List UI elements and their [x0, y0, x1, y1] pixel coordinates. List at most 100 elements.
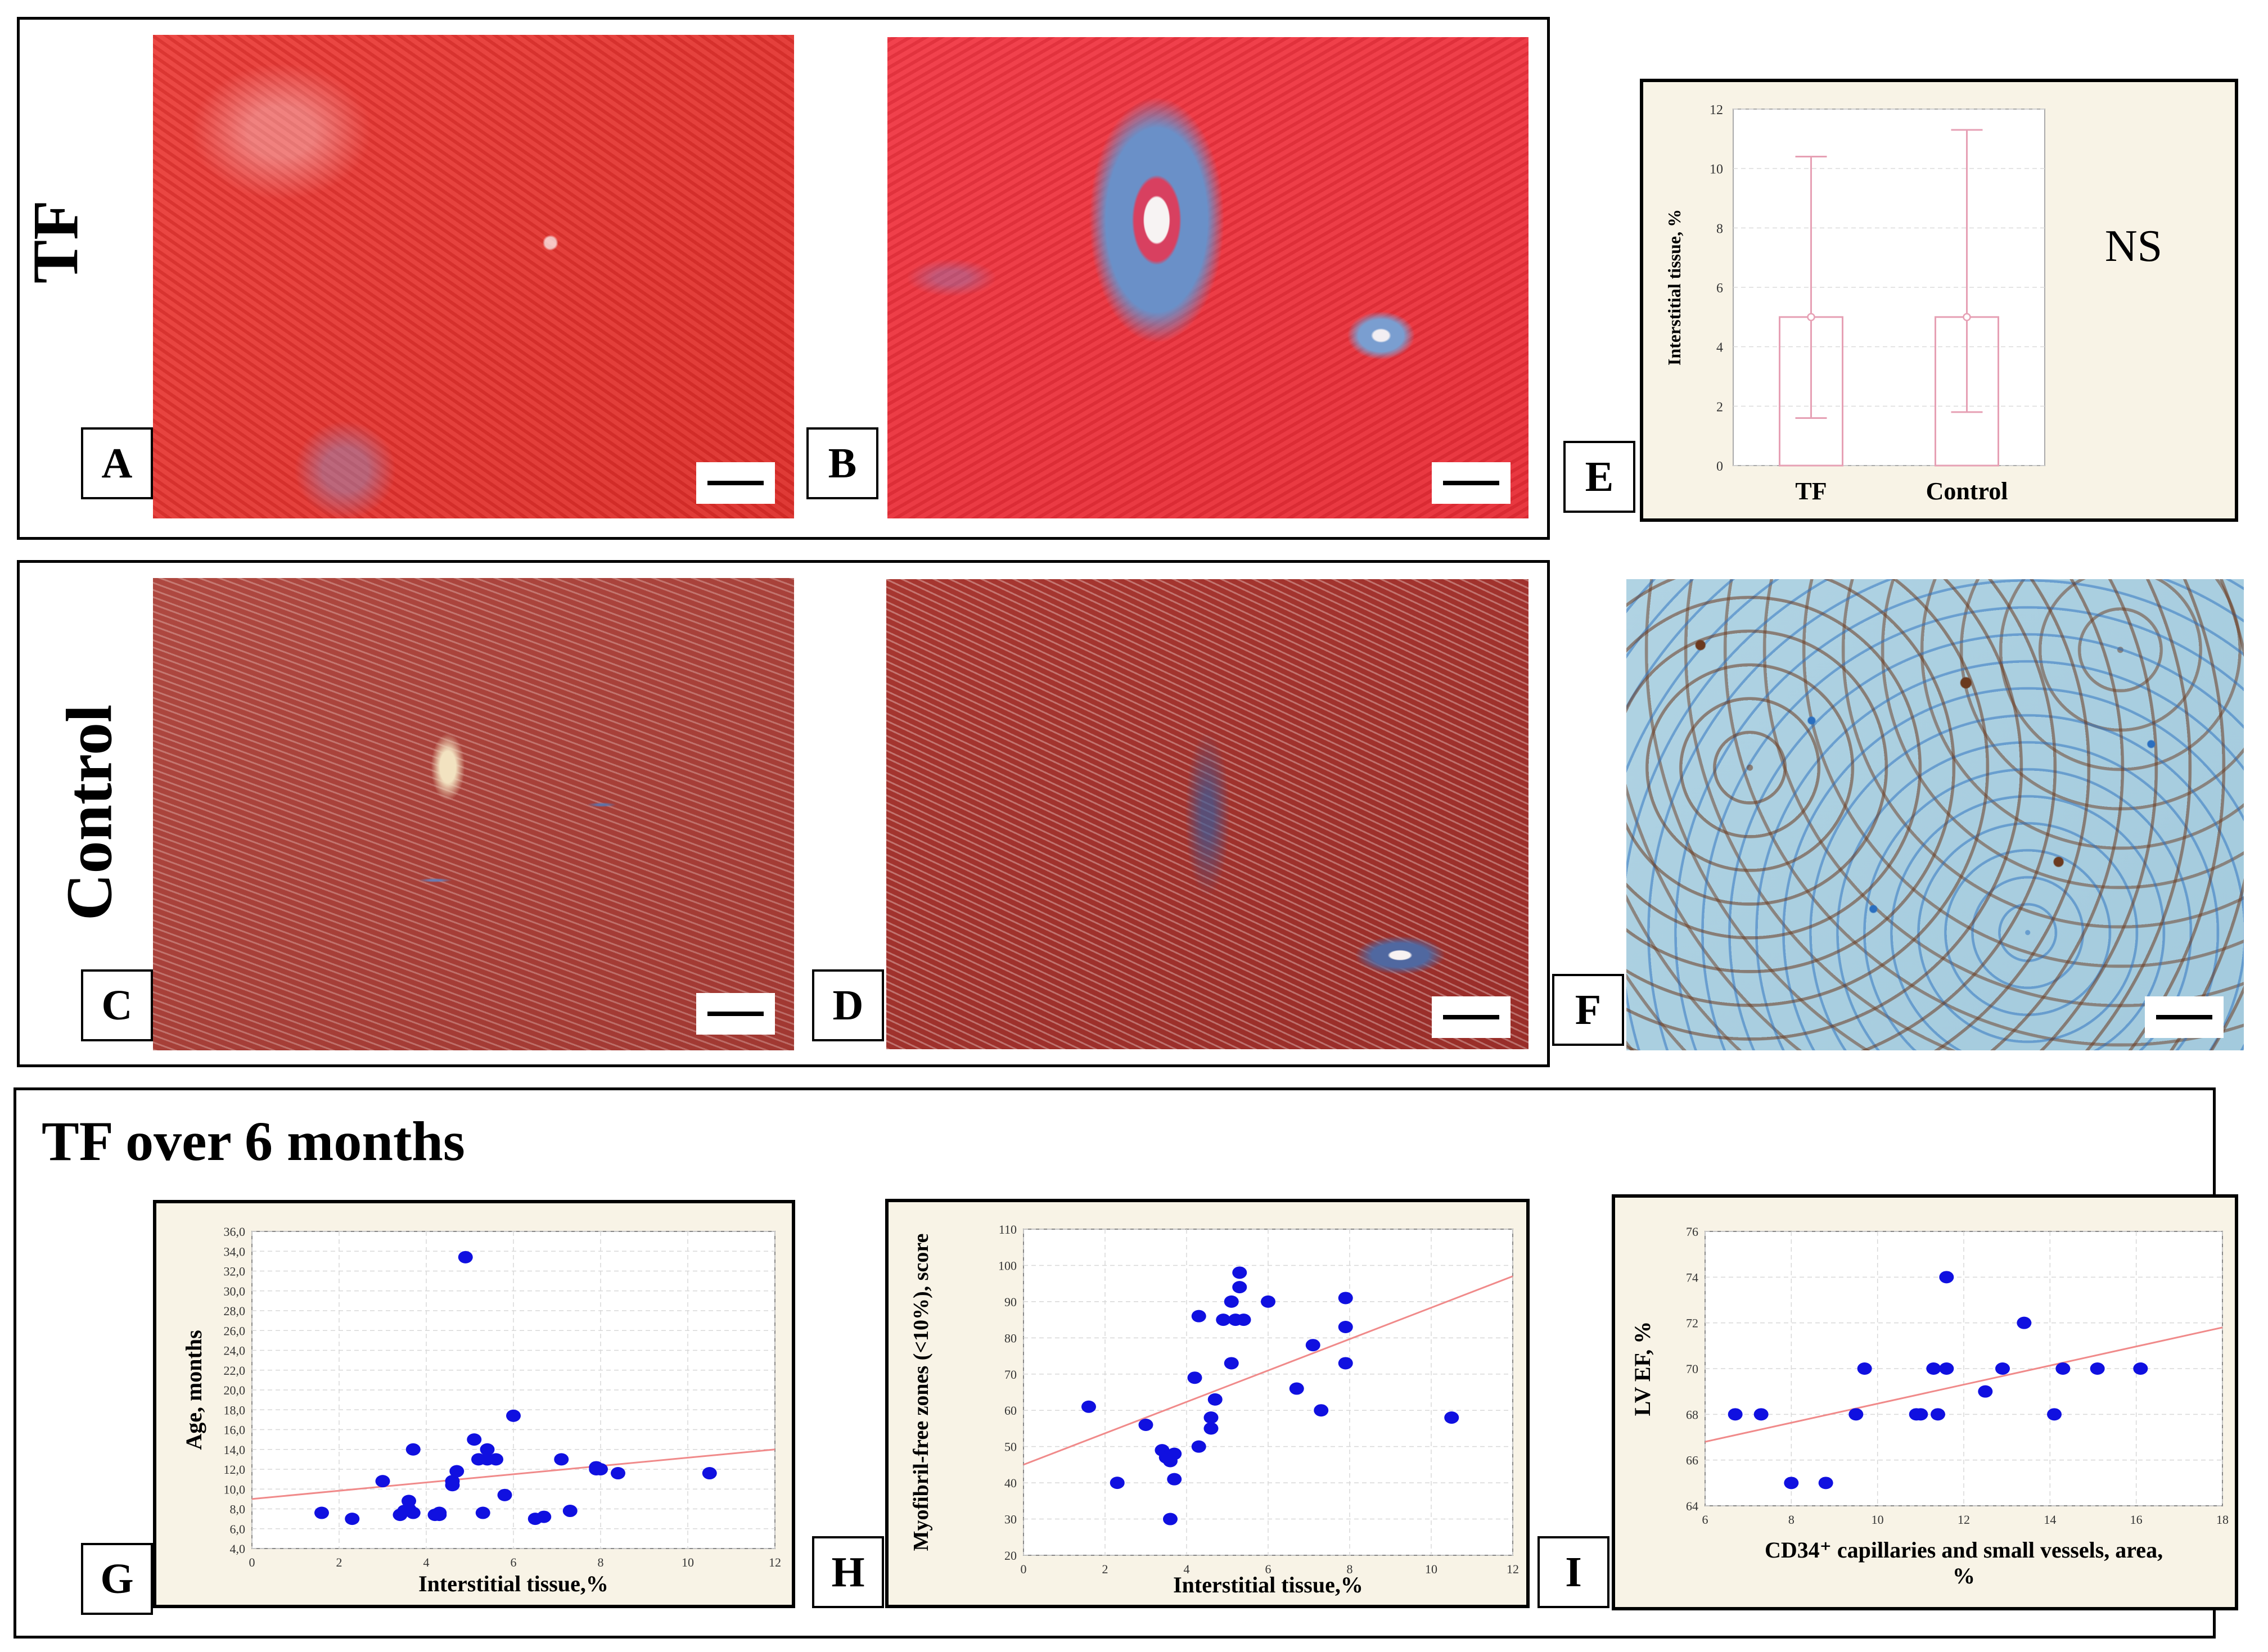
panel-e-y-axis-label: Interstitial tissue, % — [1664, 209, 1684, 365]
panel-i-xtick-label: 10 — [1872, 1513, 1884, 1527]
panel-e-ytick-label: 0 — [1716, 459, 1723, 474]
panel-g-data-point — [702, 1467, 717, 1480]
panel-g-ytick-label: 22,0 — [224, 1364, 246, 1378]
panel-g-xtick-label: 4 — [423, 1555, 430, 1569]
panel-i-data-point — [1848, 1408, 1864, 1421]
panel-g-xtick-label: 10 — [682, 1555, 694, 1569]
panel-label-a: A — [81, 427, 153, 499]
panel-g-data-point — [449, 1465, 465, 1478]
panel-g-ytick-label: 24,0 — [224, 1344, 246, 1358]
panel-g-data-point — [489, 1453, 503, 1466]
panel-g-ytick-label: 18,0 — [224, 1403, 246, 1417]
panel-i-data-point — [2133, 1362, 2148, 1375]
panel-label-g: G — [81, 1543, 153, 1615]
panel-g-data-point — [611, 1467, 625, 1480]
panel-h-data-point — [1289, 1382, 1304, 1395]
panel-i-data-point — [1939, 1271, 1954, 1284]
panel-g-data-point — [497, 1488, 512, 1501]
panel-i-data-point — [2055, 1362, 2071, 1375]
panel-i-y-axis-label: LV EF, % — [1630, 1321, 1655, 1416]
panel-i-xtick-label: 16 — [2130, 1513, 2143, 1527]
panel-h-xtick-label: 0 — [1021, 1562, 1027, 1576]
panel-g-ytick-label: 16,0 — [224, 1423, 246, 1437]
panel-e-median-marker — [1807, 313, 1815, 322]
panel-i-xtick-label: 8 — [1788, 1513, 1794, 1527]
panel-h-data-point — [1207, 1393, 1223, 1406]
panel-g-ytick-label: 28,0 — [224, 1304, 246, 1318]
scale-bar-b — [1432, 462, 1511, 504]
panel-label-i: I — [1537, 1536, 1609, 1608]
panel-i-xtick-label: 18 — [2216, 1513, 2229, 1527]
panel-h-data-point — [1163, 1513, 1178, 1525]
panel-i-data-point — [1913, 1408, 1928, 1421]
panel-h-data-point — [1081, 1400, 1096, 1413]
panel-h-data-point — [1203, 1422, 1219, 1435]
panel-g-data-point — [536, 1510, 552, 1523]
panel-e-ytick-label: 8 — [1716, 222, 1723, 236]
panel-g-ytick-label: 20,0 — [224, 1383, 246, 1397]
panel-e-plot-area — [1733, 109, 2045, 466]
panel-g-ytick-label: 8,0 — [230, 1502, 246, 1516]
scale-bar-c — [696, 993, 775, 1035]
panel-g-data-point — [405, 1506, 421, 1519]
panel-g-ytick-label: 4,0 — [230, 1542, 246, 1556]
panel-e-ytick-label: 12 — [1710, 103, 1723, 118]
panel-h-data-point — [1224, 1357, 1239, 1370]
panel-g-xtick-label: 0 — [249, 1555, 255, 1569]
panel-h-trend-line — [1023, 1275, 1513, 1466]
panel-h-data-point — [1187, 1371, 1202, 1384]
row-title-tf: TF — [20, 200, 92, 284]
panel-g-data-point — [554, 1453, 569, 1466]
panel-i-ytick-label: 76 — [1686, 1225, 1698, 1239]
panel-h-data-point — [1110, 1477, 1125, 1489]
panel-i-ytick-label: 70 — [1686, 1362, 1698, 1376]
panel-i-data-point — [2090, 1362, 2105, 1375]
panel-h-data-point — [1203, 1411, 1219, 1424]
panel-g-chart: 4,0 6,0 8,0 10,0 12,0 14,0 16,0 18,0 20,0 22,0 24,… — [181, 1225, 781, 1596]
panel-i-ytick-label: 66 — [1686, 1454, 1698, 1468]
panel-h-ytick-label: 40 — [1004, 1476, 1017, 1490]
panel-h-data-point — [1305, 1339, 1320, 1352]
panel-h-data-point — [1224, 1295, 1239, 1308]
panel-h-xtick-label: 6 — [1265, 1562, 1271, 1576]
panel-i-ytick-label: 64 — [1686, 1499, 1698, 1513]
panel-h-data-point — [1338, 1292, 1353, 1305]
panel-g-ytick-label: 6,0 — [230, 1522, 246, 1536]
panel-g-xtick-label: 8 — [598, 1555, 604, 1569]
panel-h-ytick-label: 100 — [998, 1258, 1017, 1272]
panel-e-category-label: Control — [1926, 477, 2008, 505]
panel-g-data-point — [345, 1513, 360, 1525]
panel-h-data-point — [1236, 1314, 1251, 1326]
panel-i-xtick-label: 6 — [1702, 1513, 1708, 1527]
panel-g-xtick-label: 12 — [769, 1555, 781, 1569]
micrograph-c — [153, 578, 794, 1050]
panel-h-xtick-label: 10 — [1425, 1562, 1437, 1576]
panel-g-data-point — [480, 1443, 495, 1456]
panel-i-data-point — [1939, 1362, 1954, 1375]
panel-i-data-point — [1818, 1477, 1833, 1489]
panel-i-data-point — [1857, 1362, 1872, 1375]
panel-g-xtick-label: 2 — [336, 1555, 342, 1569]
panel-g-ytick-label: 12,0 — [224, 1463, 246, 1477]
panel-e-category-label: TF — [1795, 477, 1827, 505]
panel-i-data-point — [1926, 1362, 1941, 1375]
panel-label-d: D — [812, 969, 884, 1041]
panel-h-data-point — [1338, 1321, 1353, 1333]
panel-g-data-point — [467, 1433, 482, 1446]
panel-g-ytick-label: 34,0 — [224, 1244, 246, 1258]
panel-g-data-point — [562, 1505, 578, 1518]
panel-h-chart: 20 30 40 50 60 70 80 90 100 110 0 2 4 6 8 10 12 Interstit… — [909, 1222, 1519, 1597]
micrograph-b — [887, 37, 1528, 518]
panel-i-trend-line — [1705, 1326, 2223, 1443]
panel-i-xtick-label: 14 — [2044, 1513, 2056, 1527]
panel-i-data-point — [2047, 1408, 2062, 1421]
panel-h-ytick-label: 60 — [1004, 1403, 1017, 1418]
panel-label-h: H — [812, 1536, 884, 1608]
panel-h-ytick-label: 20 — [1004, 1549, 1017, 1563]
panel-h-data-point — [1261, 1295, 1275, 1308]
panel-g-data-point — [405, 1443, 421, 1456]
panel-h-xtick-label: 12 — [1507, 1562, 1519, 1576]
panel-h-ytick-label: 80 — [1004, 1331, 1017, 1345]
panel-g-data-point — [506, 1409, 521, 1422]
